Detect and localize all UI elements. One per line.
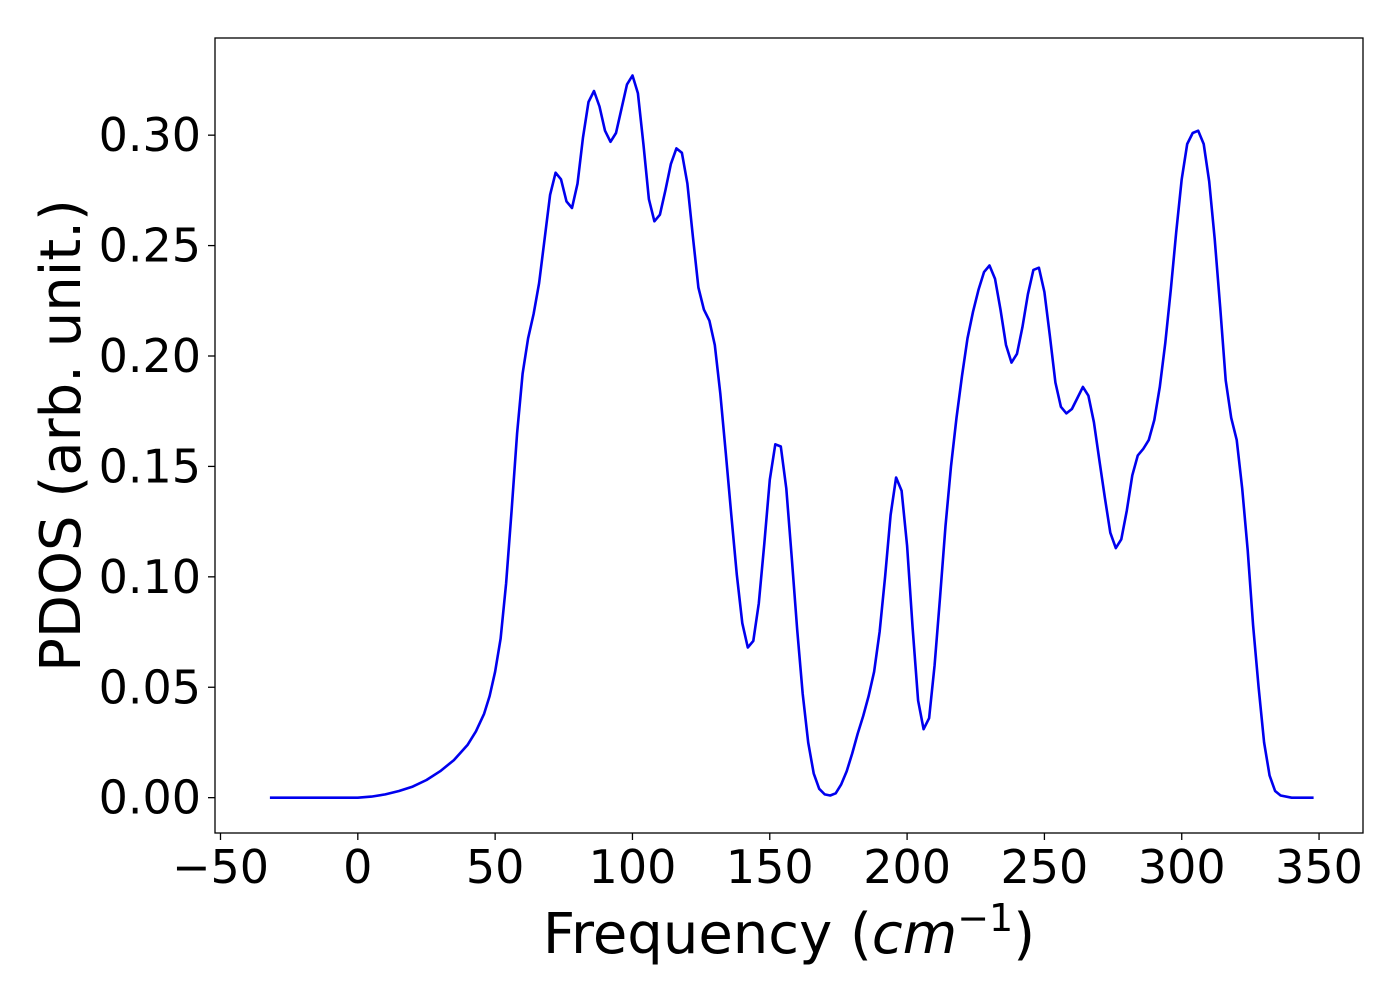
- x-axis-label-text: Frequency: [543, 902, 832, 967]
- y-axis-ticks: 0.00 0.05 0.10 0.15 0.20 0.25 0.30: [99, 108, 215, 825]
- y-tick-label: 0.20: [99, 329, 201, 383]
- x-tick-label: 350: [1275, 840, 1363, 894]
- plot-area-frame: [214, 37, 1364, 834]
- x-tick-label: 50: [466, 840, 525, 894]
- x-tick-label: 250: [1001, 840, 1089, 894]
- y-tick-label: 0.10: [99, 550, 201, 604]
- x-axis-label-exponent: −1: [957, 896, 1013, 940]
- x-tick-label: −50: [172, 840, 269, 894]
- x-tick-label: 300: [1138, 840, 1226, 894]
- x-tick-label: 100: [589, 840, 677, 894]
- x-axis-label-unit: cm: [872, 902, 957, 967]
- y-tick-label: 0.30: [99, 108, 201, 162]
- series-layer: [269, 74, 1314, 799]
- y-tick-label: 0.25: [99, 219, 201, 273]
- x-axis-ticks: −50 0 50 100 150 200 250 300 350: [172, 833, 1363, 894]
- y-axis-label: PDOS (arb. unit.): [29, 199, 94, 672]
- x-tick-label: 0: [343, 840, 372, 894]
- y-tick-label: 0.00: [99, 771, 201, 825]
- x-axis-label: Frequency (cm−1): [543, 896, 1035, 967]
- x-tick-label: 150: [726, 840, 814, 894]
- y-tick-label: 0.05: [99, 660, 201, 714]
- y-tick-label: 0.15: [99, 439, 201, 493]
- x-tick-label: 200: [863, 840, 951, 894]
- pdos-series-line: [269, 74, 1314, 799]
